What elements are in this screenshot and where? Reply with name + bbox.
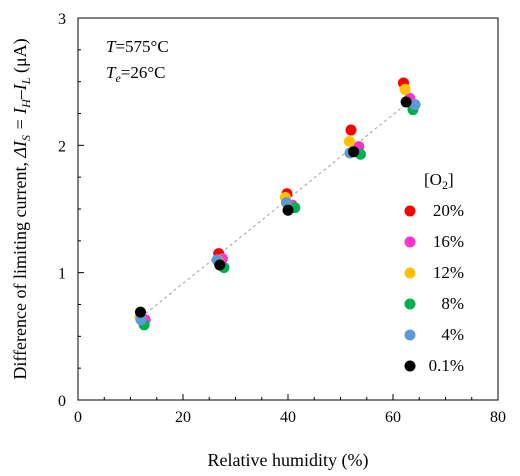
y-axis-label: Difference of limiting current, ΔIS = IH… [10,38,33,379]
data-points [134,77,421,331]
legend-label: 20% [433,201,464,220]
annotation-env-temperature: Te=26°C [106,63,166,85]
legend-title: [O2] [424,170,454,192]
legend-label: 12% [433,263,464,282]
legend-marker [404,298,416,310]
legend-marker [404,205,416,217]
x-axis-label: Relative humidity (%) [208,450,369,471]
y-tick-label: 0 [58,393,66,410]
legend-label: 16% [433,232,464,251]
data-point [400,96,412,108]
data-point [399,83,411,95]
y-tick-label: 1 [58,266,66,283]
data-point [345,124,357,136]
legend-label: 4% [441,325,464,344]
legend-marker [404,329,416,341]
data-point [134,306,146,318]
data-point [409,99,421,111]
legend-marker [404,236,416,248]
legend: [O2] 20% 16% 12% 8% 4% 0.1% [404,170,464,375]
legend-marker [404,360,416,372]
y-tick-label: 2 [58,138,66,155]
x-tick-label: 80 [490,409,506,426]
data-point [348,146,360,158]
x-tick-label: 40 [280,409,296,426]
legend-label: 8% [441,294,464,313]
x-tick-label: 0 [74,409,82,426]
data-point [343,136,355,148]
data-point [214,259,226,271]
legend-label: 0.1% [429,356,464,375]
x-tick-label: 60 [385,409,401,426]
legend-items: 20% 16% 12% 8% 4% 0.1% [404,201,464,375]
annotation-temperature: T=575°C [106,37,169,56]
x-tick-label: 20 [175,409,191,426]
ticks-layer: 0 20 40 60 80 0 1 2 3 [58,11,506,426]
plot-area: 0 20 40 60 80 0 1 2 3 [58,11,506,426]
legend-marker [404,267,416,279]
trendline [140,101,410,318]
y-tick-label: 3 [58,11,66,28]
data-point [282,204,294,216]
